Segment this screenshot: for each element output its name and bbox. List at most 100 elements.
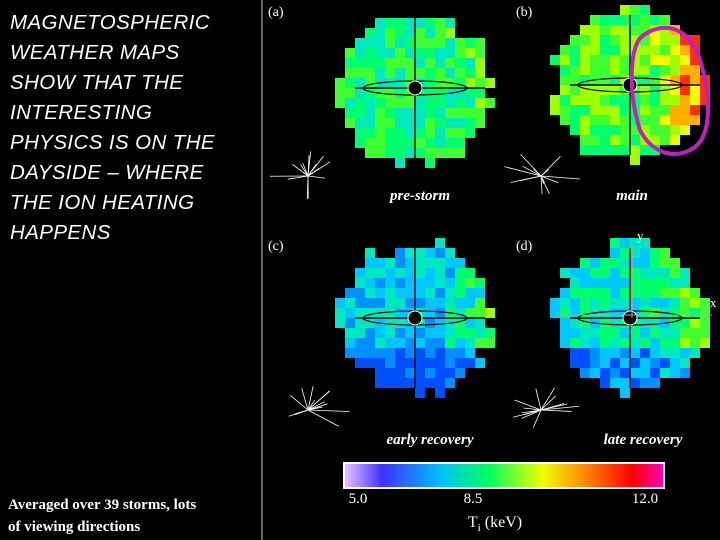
map-pixel bbox=[640, 278, 650, 288]
map-pixel bbox=[570, 55, 580, 65]
map-pixel bbox=[435, 138, 445, 148]
map-pixel bbox=[405, 118, 415, 128]
map-pixel bbox=[365, 338, 375, 348]
map-pixel bbox=[560, 268, 570, 278]
map-pixel bbox=[670, 358, 680, 368]
map-pixel bbox=[630, 145, 640, 155]
map-pixel bbox=[650, 125, 660, 135]
map-pixel bbox=[640, 338, 650, 348]
map-pixel bbox=[355, 68, 365, 78]
map-pixel bbox=[680, 65, 690, 75]
map-pixel bbox=[650, 368, 660, 378]
map-pixel bbox=[475, 88, 485, 98]
map-pixel bbox=[690, 75, 700, 85]
map-pixel bbox=[335, 78, 345, 88]
map-pixel bbox=[405, 108, 415, 118]
view-vector bbox=[514, 399, 542, 411]
map-pixel bbox=[395, 368, 405, 378]
map-pixel bbox=[610, 238, 620, 248]
map-pixel bbox=[670, 278, 680, 288]
map-pixel bbox=[365, 268, 375, 278]
map-pixel bbox=[355, 128, 365, 138]
map-pixel bbox=[620, 368, 630, 378]
map-pixel bbox=[680, 125, 690, 135]
map-pixel bbox=[680, 348, 690, 358]
map-pixel bbox=[600, 358, 610, 368]
map-pixel bbox=[670, 35, 680, 45]
map-pixel bbox=[475, 288, 485, 298]
map-pixel bbox=[580, 288, 590, 298]
map-pixel bbox=[630, 35, 640, 45]
map-pixel bbox=[590, 135, 600, 145]
map-pixel bbox=[455, 308, 465, 318]
map-pixel bbox=[640, 5, 650, 15]
map-pixel bbox=[650, 348, 660, 358]
map-pixel bbox=[415, 378, 425, 388]
map-pixel bbox=[680, 75, 690, 85]
map-pixel bbox=[415, 338, 425, 348]
map-pixel bbox=[445, 38, 455, 48]
map-pixel bbox=[570, 298, 580, 308]
map-pixel bbox=[445, 128, 455, 138]
map-pixel bbox=[560, 298, 570, 308]
map-pixel bbox=[335, 298, 345, 308]
map-pixel bbox=[405, 298, 415, 308]
map-pixel bbox=[650, 308, 660, 318]
map-pixel bbox=[660, 105, 670, 115]
map-pixel bbox=[445, 288, 455, 298]
map-pixel bbox=[385, 148, 395, 158]
colorbar bbox=[343, 462, 665, 489]
map-pixel bbox=[590, 368, 600, 378]
map-pixel bbox=[445, 58, 455, 68]
map-pixel bbox=[600, 378, 610, 388]
map-pixel bbox=[590, 268, 600, 278]
map-pixel bbox=[395, 298, 405, 308]
map-pixel bbox=[435, 148, 445, 158]
map-pixel bbox=[660, 115, 670, 125]
map-pixel bbox=[385, 98, 395, 108]
map-pixel bbox=[355, 118, 365, 128]
map-pixel bbox=[660, 55, 670, 65]
map-pixel bbox=[690, 338, 700, 348]
map-pixel bbox=[405, 348, 415, 358]
map-pixel bbox=[385, 28, 395, 38]
map-pixel bbox=[425, 88, 435, 98]
map-pixel bbox=[365, 88, 375, 98]
map-pixel bbox=[435, 238, 445, 248]
map-pixel bbox=[415, 278, 425, 288]
map-pixel bbox=[465, 108, 475, 118]
earth bbox=[622, 310, 638, 326]
map-pixel bbox=[455, 318, 465, 328]
map-pixel bbox=[570, 338, 580, 348]
map-pixel bbox=[445, 148, 455, 158]
map-pixel bbox=[630, 368, 640, 378]
map-pixel bbox=[690, 308, 700, 318]
map-pixel bbox=[465, 308, 475, 318]
map-pixel bbox=[455, 48, 465, 58]
map-pixel bbox=[600, 75, 610, 85]
map-pixel bbox=[620, 45, 630, 55]
map-pixel bbox=[365, 308, 375, 318]
map-pixel bbox=[355, 328, 365, 338]
view-vector bbox=[307, 409, 340, 427]
map-pixel bbox=[690, 105, 700, 115]
map-pixel bbox=[475, 318, 485, 328]
axis-letter: y bbox=[637, 228, 644, 243]
map-pixel bbox=[660, 278, 670, 288]
map-pixel bbox=[640, 318, 650, 328]
map-pixel bbox=[580, 328, 590, 338]
title-line: PHYSICS IS ON THE bbox=[10, 131, 216, 154]
colorbar-label: Ti (keV) bbox=[468, 514, 522, 534]
map-pixel bbox=[660, 338, 670, 348]
map-pixel bbox=[405, 28, 415, 38]
view-vector bbox=[523, 407, 542, 411]
map-pixel bbox=[345, 338, 355, 348]
map-pixel bbox=[395, 378, 405, 388]
map-pixel bbox=[445, 108, 455, 118]
map-pixel bbox=[580, 368, 590, 378]
map-pixel bbox=[580, 115, 590, 125]
map-pixel bbox=[405, 328, 415, 338]
map-pixel bbox=[590, 45, 600, 55]
map-pixel bbox=[445, 338, 455, 348]
map-pixel bbox=[345, 58, 355, 68]
